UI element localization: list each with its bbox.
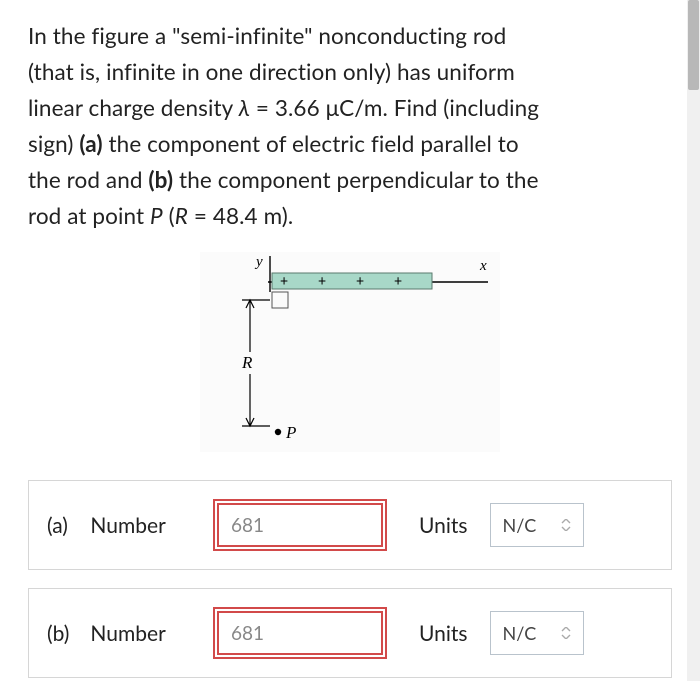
- unit-select-a[interactable]: N/C: [490, 503, 584, 547]
- point-P: [275, 429, 281, 435]
- svg-text:+: +: [356, 272, 364, 289]
- P-label: P: [285, 423, 296, 442]
- rod: [272, 273, 432, 289]
- svg-text:+: +: [318, 272, 326, 289]
- answer-row-b: (b) Number Units N/C: [28, 588, 672, 678]
- x-axis-label: x: [479, 258, 487, 274]
- answer-b-input[interactable]: [217, 611, 383, 655]
- y-axis-label: y: [254, 254, 263, 270]
- answer-row-a: (a) Number Units N/C: [28, 480, 672, 570]
- units-label-b: Units: [419, 621, 468, 646]
- chevron-updown-icon: [559, 518, 573, 532]
- answer-b-label: (b) Number: [47, 621, 217, 646]
- unit-select-b[interactable]: N/C: [490, 611, 584, 655]
- scrollbar[interactable]: [687, 0, 700, 681]
- problem-statement: In the figure a "semi-infinite" noncondu…: [28, 18, 672, 234]
- figure-diagram: y x + + + + R P: [200, 252, 500, 452]
- svg-text:+: +: [280, 272, 288, 289]
- chevron-updown-icon: [559, 626, 573, 640]
- answer-a-label: (a) Number: [47, 513, 217, 538]
- answer-a-input[interactable]: [217, 503, 383, 547]
- units-label-a: Units: [419, 513, 468, 538]
- R-label: R: [241, 353, 253, 372]
- scrollbar-thumb[interactable]: [688, 0, 699, 90]
- svg-text:+: +: [394, 272, 402, 289]
